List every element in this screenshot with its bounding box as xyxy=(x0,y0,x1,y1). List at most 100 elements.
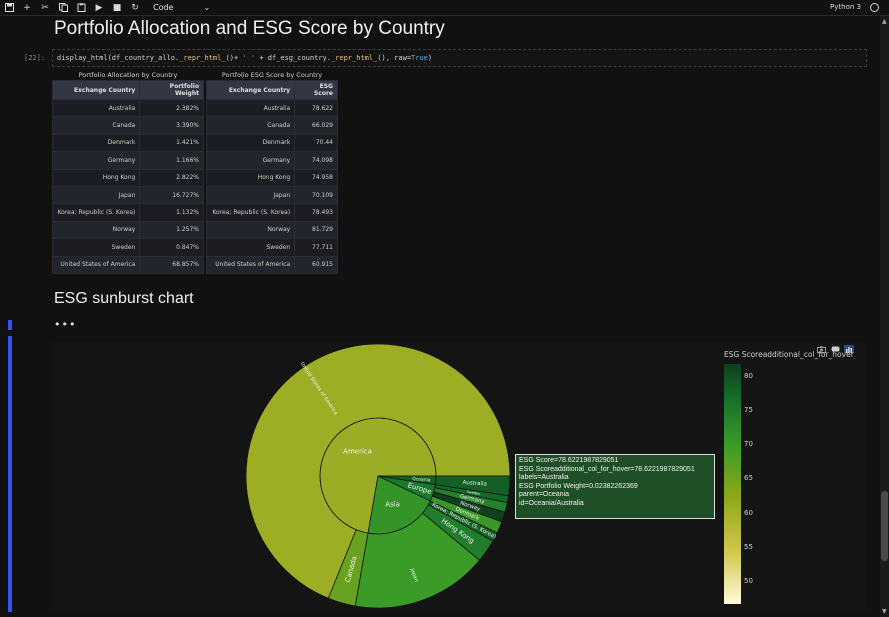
esg-table: Exchange Country ESG Score Australia 78.6… xyxy=(205,80,338,274)
column-header: Exchange Country xyxy=(51,80,141,100)
scroll-up-icon[interactable]: ▲ xyxy=(882,18,887,25)
copy-icon[interactable] xyxy=(54,0,72,16)
table-row: Norway 81.729 xyxy=(205,220,338,240)
collapsed-cell-bar[interactable] xyxy=(8,320,12,330)
colorbar-tick: 75 xyxy=(744,406,753,414)
hover-line: labels=Australia xyxy=(519,474,569,482)
restart-icon[interactable]: ↻ xyxy=(131,2,139,13)
table-row: Germany 1.166% xyxy=(51,151,204,170)
table-cell: 2.382% xyxy=(139,98,204,118)
notebook-scrollbar[interactable]: ▲ ▼ xyxy=(880,16,889,617)
table-row: Japan 70.109 xyxy=(205,185,338,205)
table-cell: 74.098 xyxy=(294,151,338,170)
code-token: + df_esg_country. xyxy=(255,54,331,62)
cell-type-dropdown[interactable]: Code ⌄ xyxy=(150,1,211,15)
table-row: Sweden 77.711 xyxy=(205,238,338,257)
table-cell: 78.493 xyxy=(294,203,338,222)
table-cell: Japan xyxy=(205,185,296,205)
sunburst-label-australia: Australia xyxy=(462,480,487,488)
stop-icon[interactable]: ■ xyxy=(112,2,122,13)
table-row: Norway 1.257% xyxy=(51,220,204,240)
table-cell: 1.257% xyxy=(139,220,204,240)
camera-icon[interactable] xyxy=(816,345,826,353)
table-cell: Canada xyxy=(205,116,296,135)
colorbar xyxy=(724,364,741,604)
table-cell: 81.729 xyxy=(294,220,338,240)
table-cell: 1.421% xyxy=(139,133,204,153)
kernel-status-icon xyxy=(870,3,879,12)
esg-table-caption: Portfolio ESG Score by Country xyxy=(221,71,323,79)
reset-view-icon[interactable] xyxy=(830,345,840,353)
table-cell: Australia xyxy=(205,98,296,118)
save-icon[interactable] xyxy=(0,0,18,16)
table-cell: Australia xyxy=(51,98,141,118)
sunburst-label-america: America xyxy=(343,448,372,456)
table-cell: Canada xyxy=(51,116,141,135)
hover-line: ESG Portfolio Weight=0.02382262369 xyxy=(519,482,638,490)
code-token: _repr_html_ xyxy=(179,54,226,62)
collapsed-input-ellipsis[interactable]: ••• xyxy=(54,318,77,331)
code-token: _repr_html_ xyxy=(330,54,378,62)
table-cell: Denmark xyxy=(51,133,141,153)
sunburst-leaf-usa[interactable] xyxy=(245,343,511,599)
table-cell: 1.132% xyxy=(139,203,204,222)
allocation-table: Exchange Country Portfolio Weight Austra… xyxy=(51,80,204,274)
table-row: Hong Kong 2.822% xyxy=(51,168,204,187)
add-cell-icon[interactable]: + xyxy=(23,2,31,13)
kernel-name[interactable]: Python 3 xyxy=(830,3,861,11)
table-cell: 1.166% xyxy=(139,151,204,170)
hover-line: ESG Scoreadditional_col_for_hover=78.622… xyxy=(519,465,695,473)
table-cell: 2.822% xyxy=(139,168,204,187)
colorbar-tick: 65 xyxy=(744,474,753,482)
cut-icon[interactable]: ✂ xyxy=(41,2,49,13)
plot-modebar xyxy=(816,345,854,353)
cell-type-label: Code xyxy=(153,3,174,12)
colorbar-tick: 50 xyxy=(744,577,753,585)
table-cell: Norway xyxy=(51,220,141,240)
table-row: Denmark 70.44 xyxy=(205,133,338,153)
table-row: Korea; Republic (S. Korea) 1.132% xyxy=(51,203,204,222)
table-row: Canada 3.390% xyxy=(51,116,204,135)
table-cell: United States of America xyxy=(51,255,141,274)
sunburst-leaf-australia[interactable] xyxy=(434,475,511,497)
scroll-down-icon[interactable]: ▼ xyxy=(882,608,887,615)
colorbar-tick: 55 xyxy=(744,543,753,551)
colorbar-tick: 80 xyxy=(744,372,753,380)
paste-icon[interactable] xyxy=(72,0,90,16)
table-cell: 66.029 xyxy=(294,116,338,135)
table-row: Germany 74.098 xyxy=(205,151,338,170)
sunburst-leaf-japan[interactable] xyxy=(354,512,481,609)
notebook-toolbar: + ✂ ▶ ■ ↻ Code ⌄ xyxy=(0,0,889,16)
colorbar-title: ESG Scoreadditional_col_for_hover xyxy=(724,350,854,359)
table-row: Sweden 0.847% xyxy=(51,238,204,257)
table-cell: Sweden xyxy=(51,238,141,257)
table-row: Hong Kong 74.958 xyxy=(205,168,338,187)
plotly-logo-icon[interactable] xyxy=(844,345,854,353)
chevron-down-icon: ⌄ xyxy=(203,3,211,12)
hover-line: parent=Oceania xyxy=(519,491,570,499)
hover-line: ESG Score=78.6221987829051 xyxy=(519,457,619,464)
code-token: True xyxy=(411,54,428,62)
table-cell: Hong Kong xyxy=(51,168,141,187)
column-header: ESG Score xyxy=(294,80,338,100)
code-cell-input[interactable]: display_html(df_country_allo._repr_html_… xyxy=(52,49,867,67)
table-cell: 68.857% xyxy=(139,255,204,274)
table-cell: Germany xyxy=(205,151,296,170)
hover-line: id=Oceania/Australia xyxy=(519,499,584,507)
column-header: Portfolio Weight xyxy=(139,80,204,100)
table-cell: Germany xyxy=(51,151,141,170)
table-cell: 3.390% xyxy=(139,116,204,135)
scroll-thumb[interactable] xyxy=(881,491,888,561)
run-icon[interactable]: ▶ xyxy=(95,2,103,13)
output-cell-bar[interactable] xyxy=(8,336,12,612)
table-cell: Sweden xyxy=(205,238,296,257)
esg-table-wrap: Portfolio ESG Score by Country Exchange … xyxy=(205,70,338,274)
code-token: ' ' xyxy=(242,54,256,62)
table-row: Denmark 1.421% xyxy=(51,133,204,153)
table-cell: Hong Kong xyxy=(205,168,296,187)
table-cell: 70.44 xyxy=(294,133,338,153)
table-cell: Japan xyxy=(51,185,141,205)
code-token: (), raw= xyxy=(377,54,412,62)
section-heading: ESG sunburst chart xyxy=(54,290,194,307)
